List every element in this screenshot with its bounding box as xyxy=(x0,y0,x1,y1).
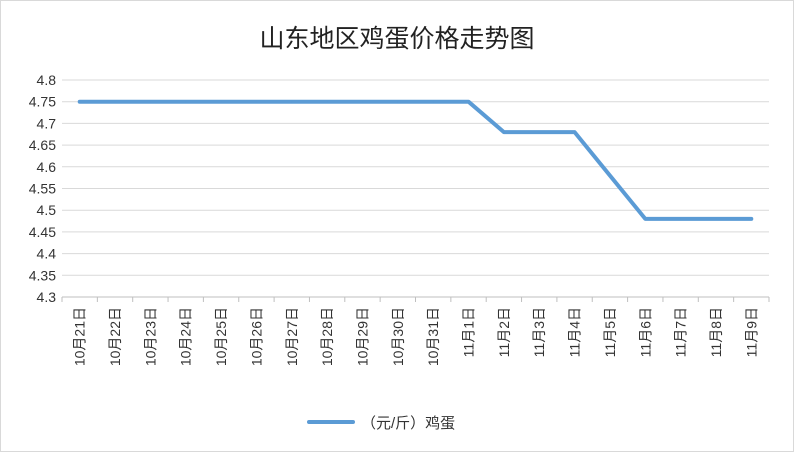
data-point xyxy=(291,101,293,103)
data-point xyxy=(644,218,646,220)
x-tick-label: 10月27日 xyxy=(284,307,300,366)
x-tick-label: 11月2日 xyxy=(496,307,512,357)
x-tick-label: 10月24日 xyxy=(178,307,194,366)
data-point xyxy=(468,101,469,103)
data-point xyxy=(397,101,399,103)
y-tick-label: 4.55 xyxy=(29,181,56,197)
x-tick-label: 10月21日 xyxy=(72,307,88,366)
y-tick-label: 4.65 xyxy=(29,137,56,153)
series-line xyxy=(77,99,754,221)
data-point xyxy=(609,175,611,176)
data-point xyxy=(574,131,576,133)
legend-label: （元/斤）鸡蛋 xyxy=(361,415,455,432)
x-tick-label: 11月5日 xyxy=(602,307,618,357)
x-tick-label: 10月25日 xyxy=(213,307,229,366)
data-point xyxy=(220,101,222,103)
data-point xyxy=(715,218,717,220)
data-point xyxy=(114,101,116,103)
y-tick-label: 4.45 xyxy=(29,224,56,240)
data-point xyxy=(326,101,328,103)
data-point xyxy=(503,131,505,133)
y-tick-label: 4.7 xyxy=(37,115,57,131)
data-point xyxy=(362,101,363,103)
y-tick-label: 4.3 xyxy=(37,289,57,305)
data-point xyxy=(680,218,682,220)
series-lines xyxy=(77,99,754,221)
x-tick-label: 10月26日 xyxy=(248,307,264,366)
data-point xyxy=(432,101,434,103)
x-tick-label: 11月7日 xyxy=(673,307,689,357)
x-tick-label: 11月8日 xyxy=(708,307,724,357)
x-tick-label: 10月30日 xyxy=(390,307,406,366)
legend: （元/斤）鸡蛋 xyxy=(307,415,455,432)
x-tick-label: 10月31日 xyxy=(425,307,441,366)
data-point xyxy=(185,101,187,103)
y-tick-label: 4.8 xyxy=(37,72,57,88)
data-point xyxy=(149,101,151,103)
y-tick-label: 4.35 xyxy=(29,267,56,283)
x-tick-label: 10月22日 xyxy=(107,307,123,366)
x-tick-label: 11月3日 xyxy=(531,307,547,357)
x-tick-label: 10月23日 xyxy=(142,307,158,366)
x-tick-label: 11月6日 xyxy=(637,307,653,357)
y-axis-ticks: 4.8 4.75 4.7 4.65 4.6 4.55 4.5 4.45 4.4 4.35 4.3 xyxy=(29,72,56,305)
x-tick-label: 10月28日 xyxy=(319,307,335,366)
x-axis-ticks: 10月21日 10月22日 10月23日 10月24日 10月25日 10月26日 10月2… xyxy=(61,297,770,366)
x-tick-label: 11月1日 xyxy=(461,307,477,357)
y-tick-label: 4.5 xyxy=(37,202,57,218)
data-point xyxy=(79,101,81,103)
y-tick-label: 4.4 xyxy=(37,246,57,262)
data-point xyxy=(255,101,257,103)
data-point xyxy=(538,131,540,133)
gridlines xyxy=(62,79,769,298)
data-point xyxy=(750,218,752,220)
x-tick-label: 11月9日 xyxy=(743,307,759,357)
x-tick-label: 11月4日 xyxy=(567,307,583,357)
chart-title: 山东地区鸡蛋价格走势图 xyxy=(259,24,534,53)
y-tick-label: 4.75 xyxy=(29,94,56,110)
y-tick-label: 4.6 xyxy=(37,159,57,175)
x-tick-label: 10月29日 xyxy=(354,307,370,366)
